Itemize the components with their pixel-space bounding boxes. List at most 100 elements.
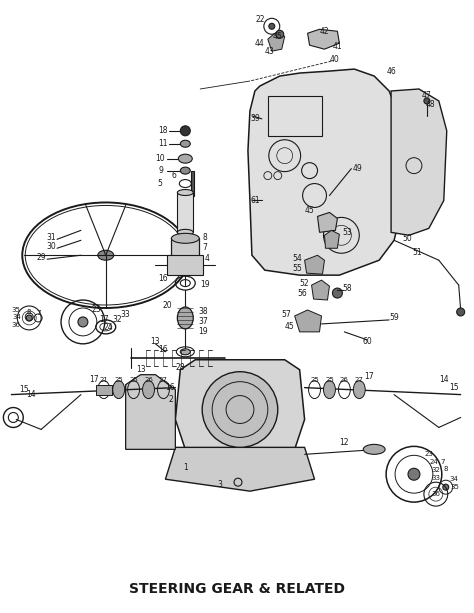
Circle shape [276,30,284,38]
Text: 23: 23 [91,305,100,314]
Text: 15: 15 [19,385,29,394]
Ellipse shape [143,381,155,398]
Polygon shape [391,89,447,235]
Bar [172,238,199,266]
Text: 26: 26 [340,376,349,383]
Text: 19: 19 [199,327,208,337]
Circle shape [443,484,449,490]
Ellipse shape [98,250,114,260]
Polygon shape [318,213,337,232]
Text: 60: 60 [362,337,372,346]
Text: 16: 16 [159,345,168,354]
Polygon shape [175,360,305,449]
Text: 6: 6 [172,171,177,180]
Ellipse shape [177,189,193,196]
Ellipse shape [363,444,385,454]
Circle shape [457,308,465,316]
Text: 25: 25 [129,376,138,383]
Circle shape [26,315,32,321]
Polygon shape [295,310,321,332]
Text: 58: 58 [343,284,352,292]
Polygon shape [165,447,315,491]
Text: STEERING GEAR & RELATED: STEERING GEAR & RELATED [129,582,345,596]
Text: 25: 25 [325,376,334,383]
Text: 14: 14 [27,390,36,399]
Text: 39: 39 [250,115,260,123]
Circle shape [180,126,190,135]
Text: 34: 34 [449,476,458,482]
Text: 23: 23 [424,451,433,457]
Text: 1: 1 [183,463,188,472]
Polygon shape [268,33,285,51]
Text: 61: 61 [250,196,260,205]
Text: 53: 53 [343,228,352,237]
Text: 32: 32 [113,316,122,324]
Text: 27: 27 [355,376,364,383]
Ellipse shape [177,229,193,235]
Text: 54: 54 [293,254,302,263]
Text: 13: 13 [151,337,160,346]
Text: 44: 44 [255,39,265,48]
Text: 15: 15 [449,383,458,392]
Polygon shape [308,29,339,49]
Ellipse shape [172,234,199,243]
Polygon shape [126,375,175,449]
Bar [177,192,193,232]
Text: 49: 49 [352,164,362,173]
Text: 9: 9 [158,166,163,175]
Text: 45: 45 [285,322,294,332]
Text: 50: 50 [402,234,412,243]
Text: 30: 30 [46,242,56,251]
Text: 37: 37 [198,318,208,327]
Text: 2: 2 [168,395,173,404]
Text: 14: 14 [439,375,448,384]
Ellipse shape [113,381,125,398]
Text: 17: 17 [99,316,109,324]
Text: 4: 4 [205,254,210,263]
Text: 5: 5 [157,179,162,188]
Text: 59: 59 [389,313,399,322]
Ellipse shape [180,140,190,147]
Polygon shape [305,255,325,274]
Circle shape [269,23,275,29]
Polygon shape [167,255,203,275]
Text: 22: 22 [255,15,264,24]
Text: 27: 27 [159,376,168,383]
Text: 17: 17 [89,375,99,384]
Text: 31: 31 [46,233,56,242]
Ellipse shape [177,307,193,329]
Circle shape [202,371,278,447]
Ellipse shape [178,154,192,163]
Text: 45: 45 [273,32,283,40]
Text: 12: 12 [339,438,349,447]
Text: 35: 35 [12,307,21,313]
Polygon shape [248,69,404,275]
Text: 29: 29 [36,253,46,262]
Text: 13: 13 [136,365,146,374]
Text: 3: 3 [218,480,222,489]
Text: 38: 38 [199,308,208,316]
Text: 28: 28 [175,364,185,372]
Polygon shape [311,280,329,300]
Text: 46: 46 [386,67,396,75]
Text: 43: 43 [265,47,274,56]
Text: 10: 10 [155,154,165,163]
Text: 19: 19 [201,280,210,289]
Bar [96,384,112,395]
Text: 47: 47 [422,91,432,101]
Polygon shape [325,230,339,248]
Text: 42: 42 [319,27,329,36]
Text: 8: 8 [444,466,448,472]
Bar [268,96,322,135]
Text: 20: 20 [163,300,172,310]
Text: 8: 8 [27,309,31,315]
Text: 57: 57 [282,310,292,319]
Text: 48: 48 [426,101,436,109]
Text: 32: 32 [431,467,440,473]
Circle shape [78,317,88,327]
Text: 25: 25 [114,376,123,383]
Text: 56: 56 [298,289,308,297]
Circle shape [332,288,342,298]
Text: 24: 24 [104,324,114,332]
Ellipse shape [180,167,190,174]
